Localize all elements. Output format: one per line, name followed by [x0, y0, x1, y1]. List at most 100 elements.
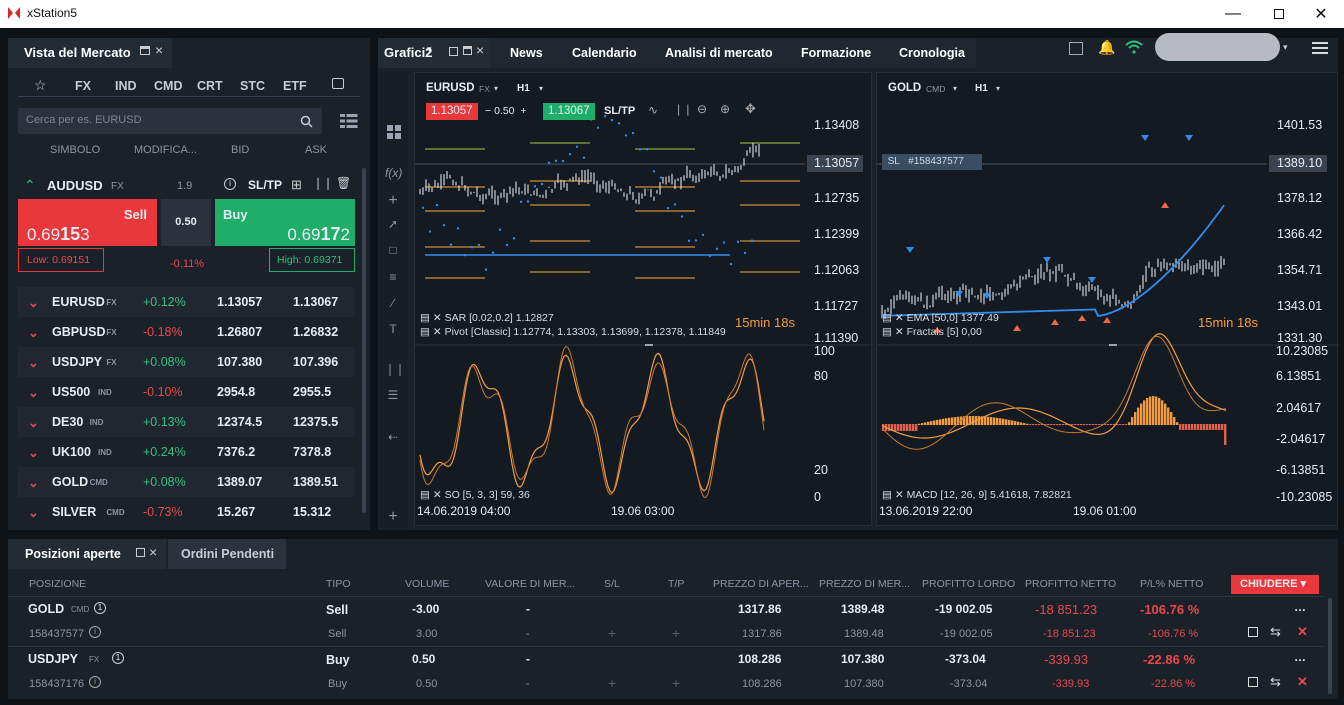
popout-icon[interactable] [136, 548, 145, 557]
add-sl-icon[interactable]: + [608, 675, 617, 691]
candles-icon[interactable]: ❘❘ [385, 362, 406, 376]
close-position-icon[interactable]: ✕ [1297, 674, 1308, 689]
line-type-icon[interactable]: ∿ [648, 103, 659, 117]
close-icon[interactable]: × [149, 544, 158, 560]
table-row[interactable]: USDJPY [28, 652, 79, 666]
eurusd-chart[interactable] [414, 72, 873, 527]
channel-icon[interactable]: ∕ [391, 296, 394, 310]
gold-chart[interactable] [876, 72, 1339, 526]
sl-position-tag[interactable]: SL #158437577 [882, 154, 982, 170]
row-ask[interactable]: 107.396 [293, 355, 339, 369]
list-item[interactable]: ⌄ GBPUSD FX -0.18% 1.26807 1.26832 [18, 317, 355, 347]
row-bid[interactable]: 1389.07 [217, 475, 263, 489]
left-timeframe[interactable]: H1 [517, 83, 530, 94]
sltp-button[interactable]: SL/TP [248, 178, 283, 192]
info-icon[interactable]: i [224, 178, 236, 190]
detach-icon[interactable] [463, 46, 472, 55]
layers-icon[interactable]: ☰ [387, 388, 399, 402]
close-window-button[interactable]: ✕ [1314, 6, 1328, 23]
search-icon[interactable] [300, 115, 313, 128]
add-icon[interactable]: ⊞ [291, 177, 302, 192]
reverse-icon[interactable]: ⇆ [1270, 674, 1281, 689]
list-item[interactable]: ⌄ SILVER CMD -0.73% 15.267 15.312 [18, 497, 355, 527]
expand-chevron-icon[interactable]: ⌄ [28, 295, 39, 310]
expand-chevron-icon[interactable]: ⌄ [28, 325, 39, 340]
trash-icon[interactable]: 🗑 [336, 176, 352, 190]
trendline-icon[interactable]: ➚ [387, 217, 399, 231]
pos-col-header[interactable]: PREZZO DI APER... [713, 578, 809, 590]
account-chevron-icon[interactable]: ▾ [1283, 42, 1288, 52]
function-icon[interactable]: f(x) [385, 166, 403, 180]
text-icon[interactable]: T [389, 322, 397, 336]
expand-chevron-icon[interactable]: ⌄ [28, 415, 39, 430]
row-ask[interactable]: 12375.5 [293, 415, 339, 429]
pos-col-header[interactable]: T/P [668, 578, 685, 590]
pos-col-header[interactable]: PROFITTO LORDO [922, 578, 1016, 590]
tab-calendar[interactable]: Calendario [572, 46, 637, 60]
positions-scrollbar[interactable] [1328, 598, 1332, 694]
zoom-in-icon[interactable]: ⊕ [720, 102, 731, 116]
basket-icon[interactable] [332, 78, 344, 89]
popout-icon[interactable] [140, 46, 150, 55]
tab-education[interactable]: Formazione [801, 46, 872, 60]
row-ask[interactable]: 1.26832 [293, 325, 339, 339]
row-bid[interactable]: 107.380 [217, 355, 263, 369]
category-crt[interactable]: CRT [197, 79, 223, 93]
add-tp-icon[interactable]: + [672, 625, 681, 641]
expand-chevron-icon[interactable]: ⌄ [28, 505, 39, 520]
pos-col-header[interactable]: TIPO [326, 578, 351, 590]
candles-icon[interactable]: ❘❘ [674, 104, 693, 116]
category-cmd[interactable]: CMD [154, 79, 183, 93]
col-ask[interactable]: ASK [305, 144, 328, 156]
tab-pending-orders[interactable] [168, 539, 286, 569]
minimize-button[interactable]: — [1225, 5, 1241, 22]
right-legend-fractals[interactable]: ▤ ✕ Fractals [5] 0,00 [882, 326, 982, 338]
menu-icon[interactable] [1312, 42, 1328, 54]
left-legend-pivot[interactable]: ▤ ✕ Pivot [Classic] 1.12774, 1.13303, 1.… [420, 326, 726, 338]
row-bid[interactable]: 1.26807 [217, 325, 263, 339]
scrollbar[interactable] [362, 168, 366, 513]
category-stc[interactable]: STC [240, 79, 265, 93]
left-buy-button[interactable]: 1.13067 [543, 103, 595, 120]
row-ask[interactable]: 15.312 [293, 505, 332, 519]
selected-symbol[interactable]: AUDUSD [47, 178, 103, 193]
pos-col-header[interactable]: P/L% NETTO [1140, 578, 1204, 590]
bell-icon[interactable]: 🔔 [1098, 39, 1116, 55]
expand-chevron-icon[interactable]: ⌄ [28, 385, 39, 400]
rectangle-icon[interactable]: □ [389, 243, 397, 257]
popout-icon[interactable] [449, 47, 458, 56]
grid-view-icon[interactable] [340, 114, 358, 128]
layout-grid-icon[interactable] [387, 125, 401, 139]
duplicate-icon[interactable] [1248, 627, 1258, 637]
col-symbol[interactable]: SIMBOLO [50, 144, 101, 156]
left-sell-button[interactable]: 1.13057 [426, 103, 478, 120]
row-ask[interactable]: 1.13067 [293, 295, 339, 309]
add-sl-icon[interactable]: + [608, 625, 617, 641]
crosshair-icon[interactable]: + [388, 192, 398, 209]
left-legend-so[interactable]: ▤ ✕ SO [5, 3, 3] 59, 36 [420, 489, 530, 501]
row-bid[interactable]: 12374.5 [217, 415, 263, 429]
pos-col-header[interactable]: S/L [604, 578, 620, 590]
share-icon[interactable]: ⇠ [387, 430, 399, 444]
chart-icon[interactable]: ❘❘ [313, 176, 334, 190]
tab-history[interactable]: Cronologia [899, 46, 965, 60]
info-icon[interactable]: i [89, 626, 101, 638]
close-icon[interactable]: × [476, 42, 485, 58]
zoom-out-icon[interactable]: ⊖ [697, 102, 708, 116]
market-watch-tab[interactable] [8, 38, 172, 68]
list-item[interactable]: ⌄ GOLD CMD +0.08% 1389.07 1389.51 [18, 467, 355, 497]
buy-button[interactable]: Buy 0.69172 [215, 199, 355, 246]
reverse-icon[interactable]: ⇆ [1270, 624, 1281, 639]
row-bid[interactable]: 2954.8 [217, 385, 256, 399]
eurusd-chart-canvas[interactable] [415, 73, 873, 527]
pos-col-header[interactable]: PREZZO DI MER... [819, 578, 911, 590]
layout-icon[interactable] [1069, 42, 1083, 55]
row-ask[interactable]: 7378.8 [293, 445, 332, 459]
chevron-down-icon[interactable]: ▾ [996, 84, 1001, 93]
expand-chevron-icon[interactable]: ⌄ [28, 355, 39, 370]
list-item[interactable]: ⌄ US500 IND -0.10% 2954.8 2955.5 [18, 377, 355, 407]
chevron-down-icon[interactable]: ▾ [494, 84, 499, 93]
favorites-star-icon[interactable]: ☆ [34, 77, 47, 93]
list-item[interactable]: ⌄ UK100 IND +0.24% 7376.2 7378.8 [18, 437, 355, 467]
close-position-icon[interactable]: ✕ [1297, 624, 1308, 639]
